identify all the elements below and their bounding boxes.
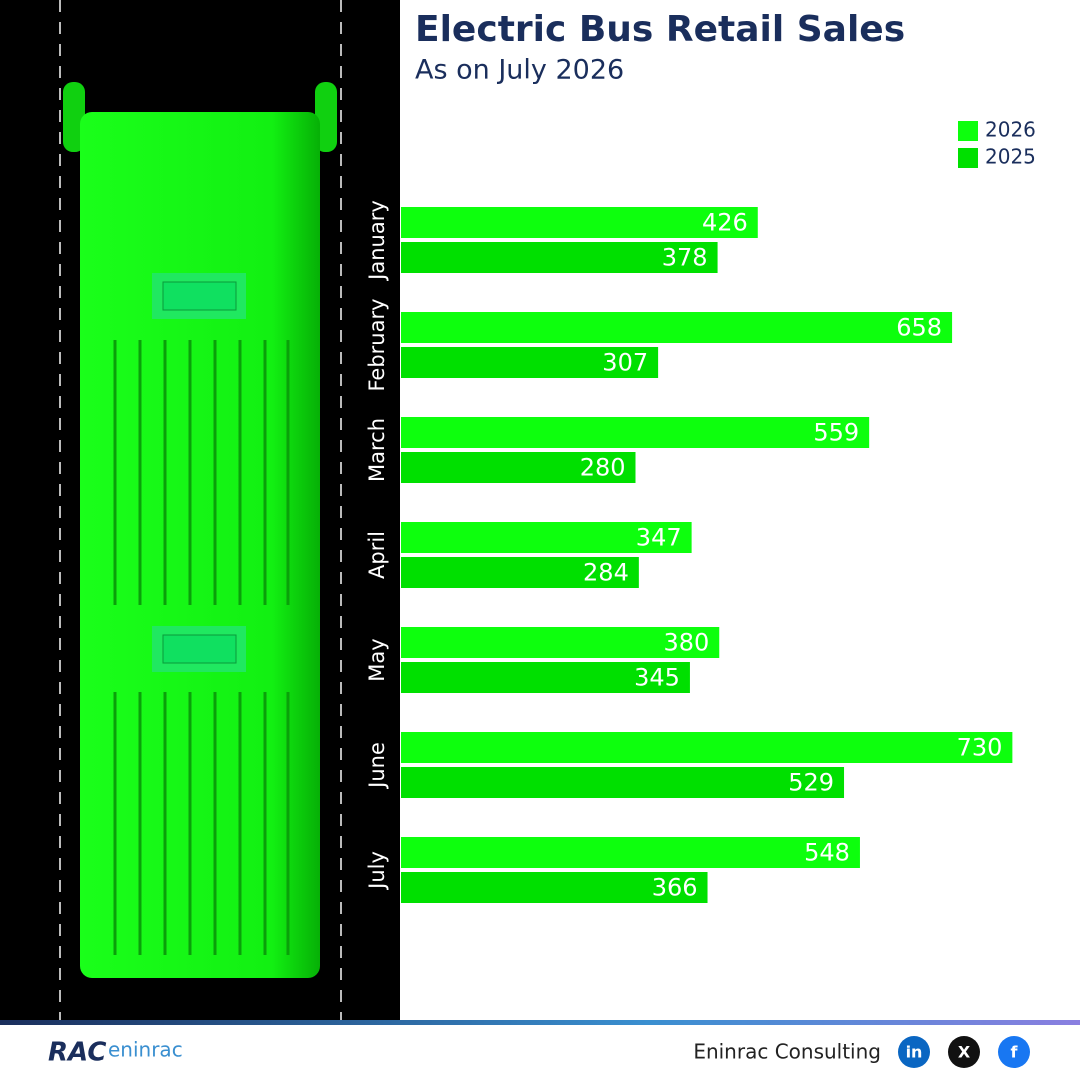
- value-label: 347: [636, 524, 682, 552]
- bar: [401, 662, 690, 693]
- value-label: 345: [634, 664, 680, 692]
- footer-rule: [0, 1020, 1080, 1025]
- value-label: 658: [896, 314, 942, 342]
- value-label: 366: [652, 874, 698, 902]
- bar: [401, 767, 845, 798]
- category-label: May: [365, 638, 389, 681]
- legend-swatch: [958, 148, 978, 168]
- bar: [401, 557, 639, 588]
- category-label: June: [365, 742, 389, 790]
- bar: [401, 207, 758, 238]
- company-name: Eninrac Consulting: [693, 1040, 881, 1064]
- category-label: January: [365, 200, 389, 282]
- social-icon-label[interactable]: in: [906, 1043, 923, 1062]
- category-label: February: [365, 298, 389, 391]
- legend-swatch: [958, 121, 978, 141]
- category-label: April: [365, 531, 389, 579]
- bar: [401, 312, 953, 343]
- bar: [401, 872, 708, 903]
- value-label: 307: [602, 349, 648, 377]
- logo-word: eninrac: [108, 1038, 183, 1062]
- legend-label: 2026: [985, 118, 1036, 142]
- bar: [401, 837, 860, 868]
- legend-label: 2025: [985, 145, 1036, 169]
- value-label: 280: [580, 454, 626, 482]
- bar: [401, 347, 659, 378]
- social-icon-label[interactable]: X: [958, 1043, 971, 1062]
- chart-title: Electric Bus Retail Sales: [415, 9, 905, 50]
- social-icon-label[interactable]: f: [1011, 1043, 1019, 1062]
- bar: [401, 522, 692, 553]
- value-label: 529: [788, 769, 834, 797]
- value-label: 426: [702, 209, 748, 237]
- bar: [401, 732, 1013, 763]
- value-label: 380: [663, 629, 709, 657]
- category-label: July: [365, 851, 389, 891]
- bar: [401, 627, 720, 658]
- value-label: 284: [583, 559, 629, 587]
- value-label: 559: [813, 419, 859, 447]
- social-icon[interactable]: [898, 1036, 930, 1068]
- social-icon[interactable]: [948, 1036, 980, 1068]
- bus-illustration: [0, 0, 400, 1020]
- value-label: 378: [662, 244, 708, 272]
- category-label: March: [365, 418, 389, 482]
- bar: [401, 452, 636, 483]
- logo-mark: RAC: [48, 1038, 106, 1068]
- social-icon[interactable]: [998, 1036, 1030, 1068]
- logo: RAC eninrac: [48, 1038, 183, 1068]
- bar: [401, 417, 870, 448]
- value-label: 548: [804, 839, 850, 867]
- value-label: 730: [957, 734, 1003, 762]
- bar: [401, 242, 718, 273]
- chart-subtitle: As on July 2026: [415, 55, 624, 86]
